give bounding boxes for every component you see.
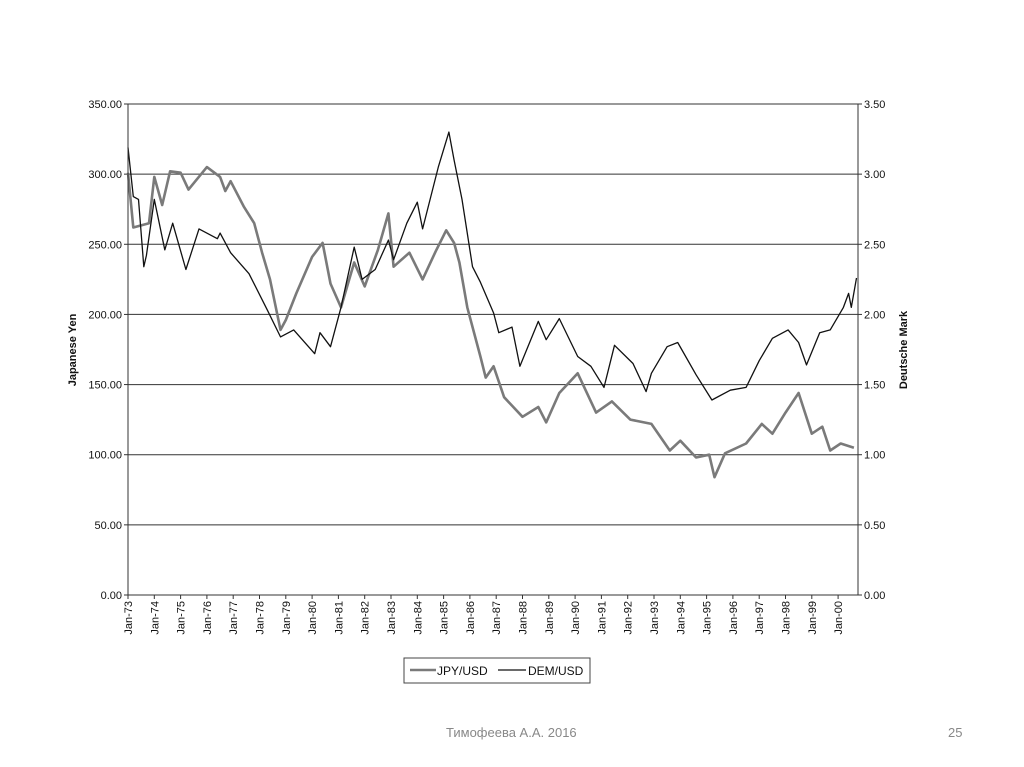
x-tick-label: Jan-99 [807,601,819,635]
page-number: 25 [948,725,963,740]
y-right-tick-label: 3.50 [864,99,885,111]
x-tick-label: Jan-85 [439,601,451,635]
y-left-tick-label: 250.00 [88,239,122,251]
y-right-tick-label: 0.00 [864,590,885,602]
x-tick-label: Jan-81 [333,601,345,635]
y-left-tick-label: 50.00 [94,520,122,532]
series-line-dem-usd [127,131,858,401]
x-tick-label: Jan-84 [412,601,424,635]
x-tick-label: Jan-92 [623,601,635,635]
right-axis-title: Deutsche Mark [898,310,910,389]
y-right-tick-label: 2.50 [864,239,885,251]
x-tick-label: Jan-88 [518,601,530,635]
x-tick-label: Jan-90 [570,601,582,635]
x-tick-label: Jan-80 [307,601,319,635]
legend-label-jpy: JPY/USD [437,664,488,678]
y-left-tick-label: 150.00 [88,380,122,392]
x-tick-label: Jan-00 [833,601,845,635]
y-right-tick-label: 1.00 [864,450,885,462]
y-left-tick-label: 100.00 [88,450,122,462]
series-line-jpy-usd [126,165,855,479]
x-tick-label: Jan-96 [728,601,740,635]
x-tick-label: Jan-82 [360,601,372,635]
x-tick-label: Jan-86 [465,601,477,635]
x-tick-label: Jan-76 [202,601,214,635]
x-tick-label: Jan-73 [123,601,135,635]
x-tick-label: Jan-97 [754,601,766,635]
legend-label-dem: DEM/USD [528,664,584,678]
x-tick-label: Jan-78 [255,601,267,635]
x-tick-label: Jan-98 [781,601,793,635]
x-tick-label: Jan-89 [544,601,556,635]
x-tick-label: Jan-79 [281,601,293,635]
x-tick-label: Jan-77 [228,601,240,635]
legend: JPY/USD DEM/USD [403,657,591,684]
x-tick-label: Jan-74 [149,601,161,635]
x-tick-label: Jan-93 [649,601,661,635]
x-tick-label: Jan-91 [596,601,608,635]
y-left-tick-label: 350.00 [88,99,122,111]
y-right-tick-label: 1.50 [864,380,885,392]
left-axis-title: Japanese Yen [67,313,79,386]
y-right-tick-label: 3.00 [864,169,885,181]
y-right-tick-label: 2.00 [864,309,885,321]
y-left-tick-label: 0.00 [101,590,122,602]
footer-author: Тимофеева А.А. 2016 [446,725,577,740]
y-left-tick-label: 200.00 [88,309,122,321]
x-tick-label: Jan-87 [491,601,503,635]
x-tick-label: Jan-94 [675,601,687,635]
x-tick-label: Jan-83 [386,601,398,635]
x-tick-label: Jan-75 [176,601,188,635]
x-tick-label: Jan-95 [702,601,714,635]
y-left-tick-label: 300.00 [88,169,122,181]
y-right-tick-label: 0.50 [864,520,885,532]
